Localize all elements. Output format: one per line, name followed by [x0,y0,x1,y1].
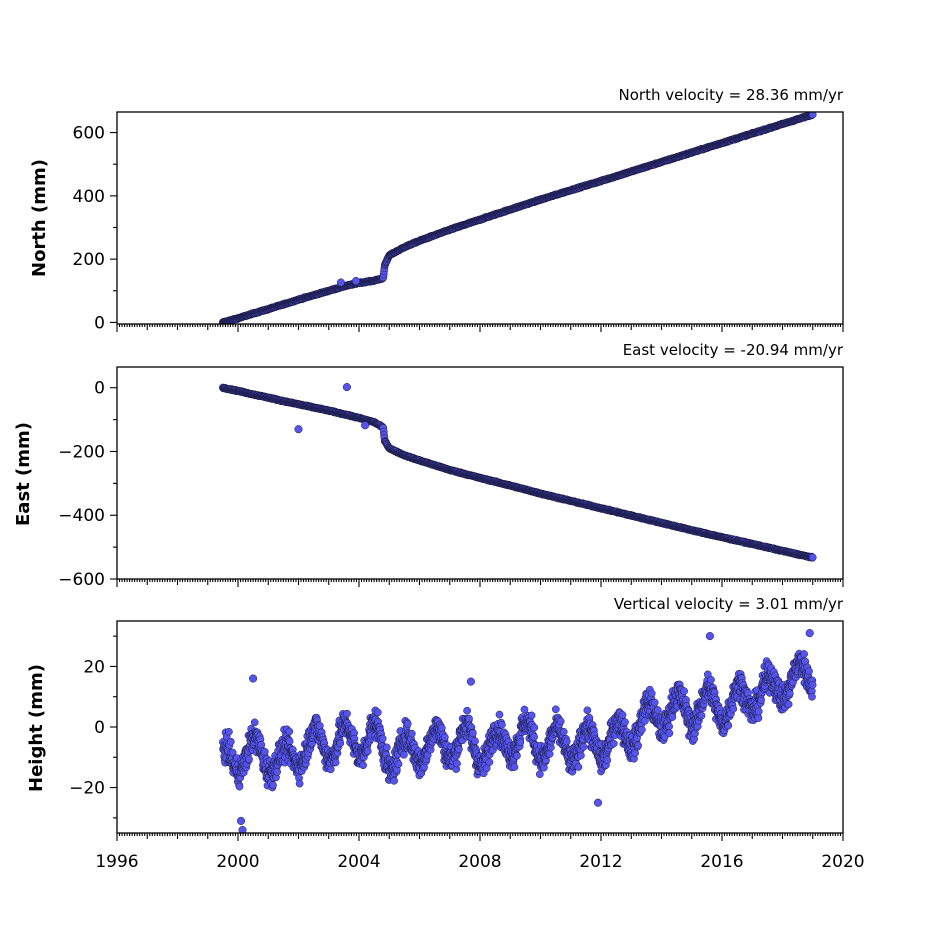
height-panel-title: Vertical velocity = 3.01 mm/yr [614,595,844,613]
height-data-point [485,758,494,767]
north-y-tick-label: 600 [73,124,105,144]
east-outlier-point [361,421,370,430]
height-panel: Vertical velocity = 3.01 mm/yr Height (m… [26,595,865,872]
height-data-point [400,750,408,759]
height-data-point [269,781,277,789]
height-data-point [226,737,235,746]
north-outlier-point [351,276,361,286]
height-data-point [235,782,244,791]
east-data-point [808,553,817,562]
height-data-point [285,737,294,746]
east-axes-frame [116,366,844,580]
height-data-point [513,751,521,760]
height-data-point [331,758,340,767]
height-data-point [315,721,324,730]
height-data-point [285,727,294,736]
height-y-axis-label: Height (mm) [26,664,47,792]
height-data-point [498,720,506,729]
north-plot-area [219,112,817,324]
east-y-tick-label: −400 [58,506,105,526]
height-data-point [453,759,461,768]
height-data-point [359,761,367,770]
height-data-point [468,729,477,737]
height-data-point [510,763,519,771]
height-data-point [343,709,351,718]
height-data-point [225,727,233,736]
height-data-point [463,706,471,715]
north-y-tick-label: 400 [73,187,105,207]
north-data-point [808,112,817,119]
height-data-point [250,718,259,727]
height-data-point [245,755,253,764]
height-data-point [516,738,525,747]
height-data-point [394,760,403,768]
height-data-point [403,719,412,728]
east-y-tick-label: 0 [94,379,105,399]
east-panel-title: East velocity = -20.94 mm/yr [623,341,844,359]
height-data-point [407,729,416,738]
height-data-point [257,740,266,749]
north-panel-title: North velocity = 28.36 mm/yr [619,86,844,104]
east-panel: East velocity = -20.94 mm/yr East (mm) 0… [13,341,844,590]
height-data-point [437,724,446,732]
north-outlier-point [336,278,345,287]
height-data-point [440,733,449,742]
east-y-tick-label: −600 [58,570,105,590]
east-outlier-point [342,383,351,392]
height-data-point [378,734,387,743]
height-data-point [326,765,335,774]
height-data-point [465,714,473,723]
height-data-point [295,779,304,788]
height-data-point [471,737,479,745]
north-y-axis-label: North (mm) [29,159,50,277]
north-panel: North velocity = 28.36 mm/yr North (mm) … [29,86,844,333]
height-plot-area [219,629,817,833]
east-y-tick-label: −200 [58,442,105,462]
height-data-point [260,747,269,756]
height-data-point [390,776,398,785]
height-data-point [273,767,281,776]
east-outlier-point [294,425,303,434]
height-data-point [495,710,504,719]
height-data-point [455,745,463,754]
height-data-point [382,743,391,752]
east-y-axis-label: East (mm) [13,422,34,526]
height-data-point [363,747,372,756]
height-data-point [336,739,345,748]
north-axes-frame [116,111,844,325]
north-y-tick-label: 0 [94,313,105,333]
north-y-tick-label: 200 [73,250,105,270]
east-plot-area [219,383,817,562]
height-data-point [373,708,382,717]
